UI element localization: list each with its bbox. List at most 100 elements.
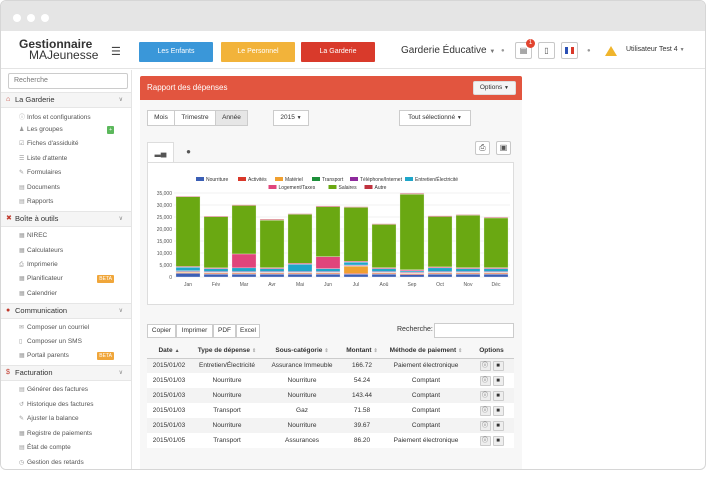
sidebar-item-planificateur[interactable]: ▦ Planificateur BETA: [19, 275, 126, 283]
bar-segment: [203, 215, 229, 217]
cell-method: Comptant: [383, 403, 469, 418]
chevron-down-icon: ∨: [118, 308, 123, 314]
print-button[interactable]: Imprimer: [176, 324, 213, 338]
org-selector[interactable]: Garderie Éducative ▼: [401, 45, 495, 56]
window-dot-3[interactable]: [41, 14, 49, 22]
table-row[interactable]: 2015/01/02 Entretien/Électricité Assuran…: [147, 358, 514, 373]
column-header-sous-categorie[interactable]: Sous-catégorie ⇕: [263, 344, 341, 359]
info-icon[interactable]: ⓘ: [479, 390, 491, 401]
expense-chart-container: 0 5,000 10,000 15,000 20,000 25,000 30,000 35,0…: [147, 162, 514, 305]
sidebar-item-formulaires[interactable]: ✎ Formulaires: [19, 169, 61, 176]
info-icon[interactable]: ⓘ: [479, 360, 491, 371]
cell-type: Nourriture: [191, 388, 263, 403]
y-tick-label: 15,000: [157, 239, 173, 245]
hamburger-icon[interactable]: ☰: [111, 46, 121, 58]
sort-icon: ⇕: [458, 348, 463, 355]
excel-button[interactable]: Excel: [236, 324, 260, 338]
cell-type: Entretien/Électricité: [191, 358, 263, 373]
info-icon[interactable]: ⓘ: [479, 375, 491, 386]
sidebar-section-facturation[interactable]: $ Facturation ∨: [1, 365, 131, 381]
sidebar-item-attente[interactable]: ☰ Liste d'attente: [19, 155, 67, 162]
options-button[interactable]: Options ▼: [472, 81, 516, 95]
bar-segment: [315, 205, 341, 207]
sidebar-item-calculateurs[interactable]: ▦ Calculateurs: [19, 247, 63, 254]
table-row[interactable]: 2015/01/05 Transport Assurances 86.20 Pa…: [147, 433, 514, 448]
sidebar-item-calendrier[interactable]: ▦ Calendrier: [19, 290, 57, 297]
column-header-date[interactable]: Date ▲: [147, 344, 191, 359]
x-tick-label: Sep: [408, 282, 417, 288]
sidebar-item-historique[interactable]: ↺ Historique des factures: [19, 401, 93, 408]
nav-button-garderie[interactable]: La Garderie: [301, 42, 375, 62]
user-avatar-icon[interactable]: [605, 46, 617, 56]
column-header-methode[interactable]: Méthode de paiement ⇕: [383, 344, 469, 359]
sidebar-item-retards[interactable]: ◷ Gestion des retards: [19, 459, 84, 466]
table-row[interactable]: 2015/01/03 Nourriture Nourriture 143.44 …: [147, 388, 514, 403]
chevron-down-icon: ▼: [489, 49, 496, 55]
sidebar-section-communication[interactable]: ● Communication ∨: [1, 303, 131, 319]
video-icon[interactable]: ■: [492, 405, 504, 416]
period-annee-button[interactable]: Année: [215, 110, 248, 126]
video-icon[interactable]: ■: [492, 435, 504, 446]
table-row[interactable]: 2015/01/03 Transport Gaz 71.58 Comptant …: [147, 403, 514, 418]
sidebar-item-assiduite[interactable]: ☑ Fiches d'assiduité: [19, 140, 78, 147]
video-icon[interactable]: ■: [492, 420, 504, 431]
tab-pie-chart[interactable]: ●: [175, 142, 202, 162]
sidebar-item-rapports[interactable]: ▤ Rapports: [19, 198, 53, 205]
column-header-montant[interactable]: Montant ⇕: [341, 344, 383, 359]
sidebar-search-input[interactable]: Recherche: [8, 73, 128, 89]
sidebar-section-garderie[interactable]: ⌂ La Garderie ∨: [1, 92, 131, 108]
sidebar-item-documents[interactable]: ▤ Documents: [19, 184, 60, 191]
separator-dot: ●: [587, 48, 591, 54]
user-menu[interactable]: Utilisateur Test 4 ▼: [626, 46, 685, 53]
sidebar-item-sms[interactable]: ▯ Composer un SMS: [19, 338, 82, 345]
column-header-type[interactable]: Type de dépense ⇕: [191, 344, 263, 359]
notification-badge: 1: [526, 39, 535, 48]
window-dot-2[interactable]: [27, 14, 35, 22]
table-search-label: Recherche:: [397, 326, 433, 333]
copy-button[interactable]: Copier: [147, 324, 176, 338]
app-logo[interactable]: Gestionnaire MAJeunesse: [19, 38, 98, 61]
mobile-button[interactable]: ▯: [538, 42, 555, 59]
sidebar-item-label: Ajuster la balance: [27, 415, 79, 422]
sidebar-item-infos[interactable]: ⓘ Infos et configurations: [19, 112, 91, 121]
sidebar-item-groupes[interactable]: ♟ Les groupes +: [19, 126, 126, 134]
tab-bar-chart[interactable]: ▂▄: [147, 142, 174, 162]
period-mois-button[interactable]: Mois: [147, 110, 175, 126]
info-icon[interactable]: ⓘ: [479, 420, 491, 431]
sidebar-item-balance[interactable]: ✎ Ajuster la balance: [19, 415, 79, 422]
table-search-input[interactable]: [434, 323, 514, 338]
app-window: Gestionnaire MAJeunesse ☰ Les Enfants Le…: [0, 0, 706, 470]
table-row[interactable]: 2015/01/03 Nourriture Nourriture 39.67 C…: [147, 418, 514, 433]
video-icon[interactable]: ■: [492, 375, 504, 386]
video-icon[interactable]: ■: [492, 390, 504, 401]
nav-button-personnel[interactable]: Le Personnel: [221, 42, 295, 62]
bar-segment: [287, 264, 313, 272]
period-trimestre-button[interactable]: Trimestre: [174, 110, 216, 126]
info-icon[interactable]: ⓘ: [479, 435, 491, 446]
pdf-button[interactable]: PDF: [213, 324, 236, 338]
sidebar-item-generer[interactable]: ▤ Générer des factures: [19, 386, 88, 393]
sidebar-item-nirec[interactable]: ▦ NIREC: [19, 232, 47, 239]
bar-segment: [399, 194, 425, 270]
beta-badge: BETA: [97, 352, 114, 360]
print-chart-button[interactable]: ⎙: [475, 141, 490, 155]
video-icon[interactable]: ■: [492, 360, 504, 371]
add-badge[interactable]: +: [107, 126, 114, 134]
caret-down-icon: ▼: [296, 115, 302, 121]
bar-segment: [371, 268, 397, 272]
language-button[interactable]: [561, 42, 578, 59]
legend-swatch: [196, 177, 204, 181]
info-icon[interactable]: ⓘ: [479, 405, 491, 416]
year-dropdown[interactable]: 2015 ▼: [273, 110, 309, 126]
selection-dropdown[interactable]: Tout sélectionné ▼: [399, 110, 471, 126]
sidebar-item-portail[interactable]: ▦ Portail parents BETA: [19, 352, 126, 360]
sidebar-item-courriel[interactable]: ✉ Composer un courriel: [19, 324, 89, 331]
sidebar-section-outils[interactable]: ✖ Boîte à outils ∨: [1, 211, 131, 227]
sidebar-item-etat[interactable]: ▤ État de compte: [19, 444, 71, 451]
sidebar-item-registre[interactable]: ▦ Registre de paiements: [19, 430, 92, 437]
table-row[interactable]: 2015/01/03 Nourriture Nourriture 54.24 C…: [147, 373, 514, 388]
sidebar-item-imprimerie[interactable]: ⎙ Imprimerie: [19, 261, 58, 269]
nav-button-enfants[interactable]: Les Enfants: [139, 42, 213, 62]
window-dot-1[interactable]: [13, 14, 21, 22]
export-chart-button[interactable]: ▣: [496, 141, 511, 155]
